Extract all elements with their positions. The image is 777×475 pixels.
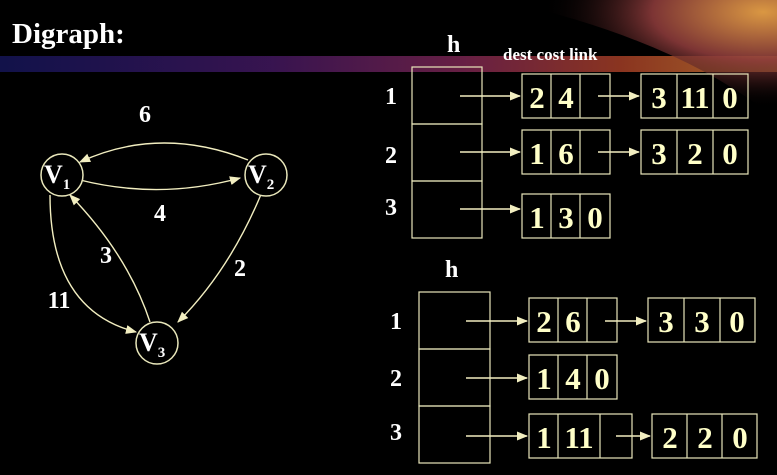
node-v2: V2: [244, 153, 288, 197]
node-v3-sub: 3: [158, 345, 166, 361]
top-cell: 0: [587, 200, 603, 235]
bottom-cell: 1: [536, 361, 552, 396]
svg-text:V3: V3: [139, 328, 165, 361]
bottom-cell: 0: [729, 304, 745, 339]
bottom-node-1b: [647, 297, 756, 343]
top-cell: 0: [722, 80, 738, 115]
top-cell: 6: [558, 136, 574, 171]
bottom-node-2a: [528, 354, 618, 400]
edge-weight-v1-v3: 11: [48, 288, 71, 314]
edge-v2-v1: [78, 142, 249, 163]
bottom-list-header: h: [445, 257, 458, 283]
bottom-cell: 0: [594, 361, 610, 396]
node-v1: V1: [40, 153, 84, 197]
top-node-3a: [521, 193, 611, 239]
bottom-cell: 1: [536, 420, 552, 455]
adjacency-list-bottom: h 1 2 3 2 6: [390, 257, 758, 464]
top-cell: 4: [558, 80, 574, 115]
top-cell: 2: [687, 136, 703, 171]
edge-v2-v3: [177, 191, 263, 323]
top-cell: 3: [651, 80, 667, 115]
top-list-header: h: [447, 32, 460, 58]
top-node-1a: [521, 73, 611, 119]
adjacency-list-top: h dest cost link 1 2 3: [385, 32, 749, 239]
edge-v3-v1: [69, 194, 151, 323]
bottom-cell: 11: [564, 420, 593, 455]
bottom-cell: 4: [565, 361, 581, 396]
bottom-row-index-3: 3: [390, 420, 402, 446]
node-v1-sub: 1: [63, 177, 71, 193]
node-v3-label: V: [139, 328, 158, 357]
top-cell: 3: [651, 136, 667, 171]
top-cell: 2: [529, 80, 545, 115]
node-v3: V3: [135, 321, 179, 365]
bottom-cell: 0: [732, 420, 748, 455]
top-list-columns-caption: dest cost link: [503, 45, 598, 64]
bottom-cell: 2: [662, 420, 678, 455]
bottom-cell: 6: [565, 304, 581, 339]
edge-v1-v3: [49, 194, 138, 334]
graph-edges: [49, 142, 263, 334]
node-v2-label: V: [248, 160, 267, 189]
top-row-index-2: 2: [385, 143, 397, 169]
top-row-index-1: 1: [385, 84, 397, 110]
top-cell: 1: [529, 136, 545, 171]
top-row-index-3: 3: [385, 195, 397, 221]
top-cell: 11: [680, 80, 709, 115]
top-node-1b: [640, 73, 749, 119]
page-title: Digraph:: [12, 18, 125, 50]
bottom-cell: 3: [658, 304, 674, 339]
bottom-node-3b: [651, 413, 758, 459]
top-cell: 0: [722, 136, 738, 171]
top-cell: 3: [558, 200, 574, 235]
edge-weight-v3-v1: 3: [100, 243, 112, 269]
edge-weight-v1-v2: 4: [154, 201, 166, 227]
top-cell: 1: [529, 200, 545, 235]
bottom-cell: 2: [697, 420, 713, 455]
bottom-head-cell-3: [418, 405, 491, 464]
graph-nodes: V1 V2 V3: [40, 153, 288, 365]
bottom-cell: 3: [694, 304, 710, 339]
bottom-row-index-2: 2: [390, 366, 402, 392]
edge-v1-v2: [79, 176, 242, 191]
node-v2-sub: 2: [267, 177, 275, 193]
bottom-row-index-1: 1: [390, 309, 402, 335]
bottom-node-3a: [528, 413, 633, 459]
bottom-cell: 2: [536, 304, 552, 339]
top-node-2a: [521, 129, 611, 175]
edge-weight-v2-v3: 2: [234, 256, 246, 282]
svg-text:V1: V1: [44, 160, 70, 193]
node-v1-label: V: [44, 160, 63, 189]
svg-text:V2: V2: [248, 160, 274, 193]
top-node-2b: [640, 129, 749, 175]
bottom-node-1a: [528, 297, 618, 343]
edge-weight-v2-v1: 6: [139, 102, 151, 128]
